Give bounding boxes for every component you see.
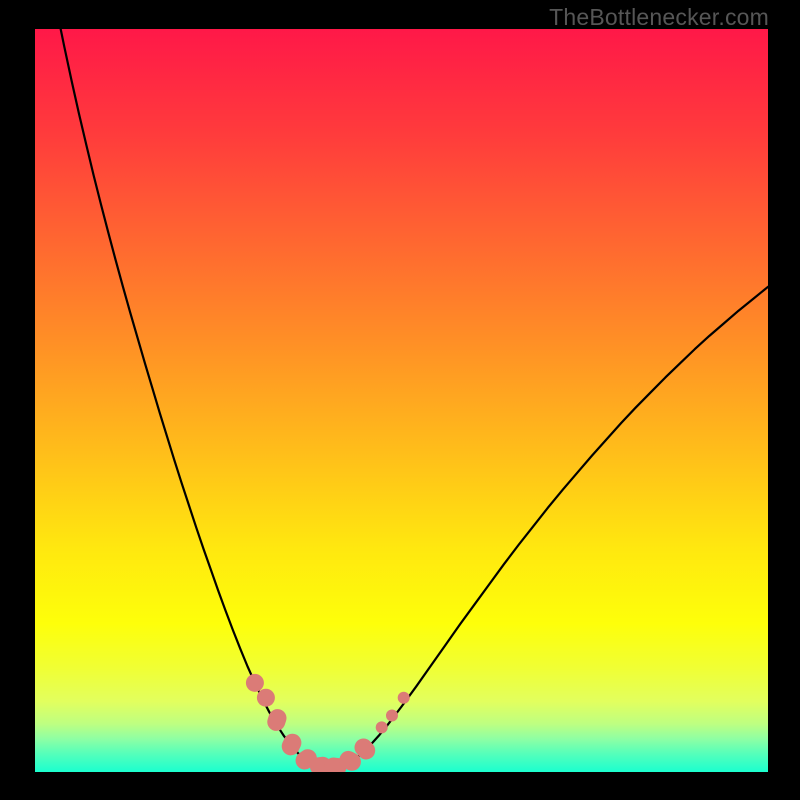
curve-marker [376, 721, 388, 733]
curve-marker [246, 674, 264, 692]
watermark-text: TheBottlenecker.com [549, 4, 769, 31]
curve-marker [257, 689, 275, 707]
bottleneck-curve-chart [0, 0, 800, 800]
curve-marker [386, 710, 398, 722]
chart-frame: TheBottlenecker.com [0, 0, 800, 800]
curve-marker [398, 692, 410, 704]
plot-background [35, 29, 768, 772]
